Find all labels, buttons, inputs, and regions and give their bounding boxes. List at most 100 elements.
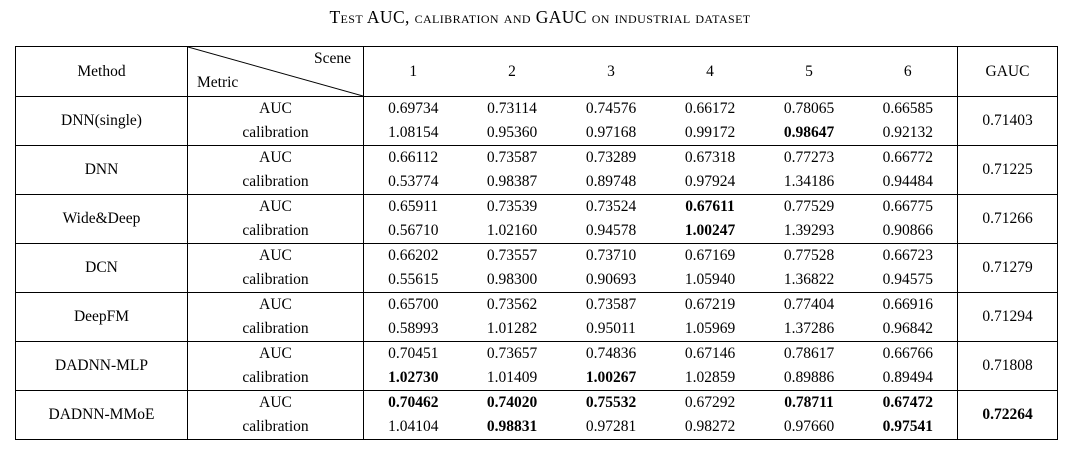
calibration-value-scene-1: 1.08154 — [388, 124, 439, 141]
calibration-value-scene-4: 1.05940 — [684, 271, 736, 288]
calibration-value-scene-5: 1.34186 — [783, 173, 835, 190]
auc-value-scene-1: 0.66202 — [363, 243, 463, 268]
calibration-value-scene-6: 0.96842 — [882, 320, 933, 337]
header-metric-scene-cell: Scene Metric — [187, 46, 364, 97]
table-row-auc: DADNN-MLP AUC 0.70451 0.73657 0.74836 0.67146… — [15, 341, 1058, 391]
calibration-value-scene-6: 0.97541 — [882, 418, 933, 435]
method-cell: Wide&Deep — [15, 194, 188, 244]
metric-label-calibration: calibration — [187, 170, 364, 195]
auc-value-scene-1: 0.70451 — [363, 341, 463, 366]
table-row-auc: Wide&Deep AUC 0.65911 0.73539 0.73524 0.67611… — [15, 194, 1058, 244]
calibration-value-scene-4: 1.05969 — [684, 320, 736, 337]
header-row: Method Scene Metric 1 2 3 4 5 6 GAUC — [15, 46, 1058, 97]
auc-value-scene-5: 0.77404 — [759, 292, 859, 317]
header-scene-5: 5 — [759, 46, 859, 97]
method-cell: DCN — [15, 243, 188, 293]
table-row-calibration: calibration 1.02730 1.01409 1.00267 1.02859 0… — [16, 366, 1058, 391]
auc-value-scene-2: 0.73557 — [462, 243, 562, 268]
auc-value-scene-3: 0.73710 — [561, 243, 661, 268]
header-scene-3: 3 — [561, 46, 661, 97]
auc-value-scene-6: 0.66772 — [858, 145, 958, 170]
calibration-value-scene-4: 0.98272 — [684, 418, 736, 435]
calibration-value-scene-5: 1.37286 — [783, 320, 835, 337]
auc-value-scene-4: 0.66172 — [660, 96, 760, 121]
header-method: Method — [15, 46, 188, 97]
metric-label-auc: AUC — [187, 145, 364, 170]
calibration-value-scene-6: 0.94575 — [882, 271, 933, 288]
calibration-value-scene-3: 0.97281 — [585, 418, 637, 435]
auc-value-scene-6: 0.66916 — [858, 292, 958, 317]
calibration-value-scene-2: 0.98300 — [486, 271, 538, 288]
auc-value-scene-6: 0.66723 — [858, 243, 958, 268]
calibration-value-scene-1: 0.58993 — [388, 320, 439, 337]
table-row-calibration: calibration 0.56710 1.02160 0.94578 1.00247 1… — [16, 219, 1058, 244]
calibration-value-scene-1: 0.53774 — [388, 173, 439, 190]
auc-value-scene-3: 0.75532 — [561, 390, 661, 415]
auc-value-scene-2: 0.73562 — [462, 292, 562, 317]
metric-label-calibration: calibration — [187, 268, 364, 293]
auc-value-scene-2: 0.73657 — [462, 341, 562, 366]
metric-label-calibration: calibration — [187, 415, 364, 440]
auc-value-scene-5: 0.77273 — [759, 145, 859, 170]
header-scene-1: 1 — [363, 46, 463, 97]
results-table-body: DNN(single) AUC 0.69734 0.73114 0.74576 0.661… — [15, 96, 1058, 440]
method-cell: DADNN-MLP — [15, 341, 188, 391]
table-row-auc: DADNN-MMoE AUC 0.70462 0.74020 0.75532 0.6729… — [15, 390, 1058, 440]
calibration-value-scene-6: 0.90866 — [882, 222, 933, 239]
table-row-calibration: calibration 0.53774 0.98387 0.89748 0.97924 1… — [16, 170, 1058, 195]
gauc-value: 0.71403 — [957, 96, 1058, 146]
auc-value-scene-6: 0.66775 — [858, 194, 958, 219]
auc-value-scene-6: 0.67472 — [858, 390, 958, 415]
calibration-value-scene-1: 0.55615 — [388, 271, 439, 288]
header-scene-2: 2 — [462, 46, 562, 97]
metric-label-calibration: calibration — [187, 219, 364, 244]
gauc-value: 0.71266 — [957, 194, 1058, 244]
table-row-calibration: calibration 1.04104 0.98831 0.97281 0.98272 0… — [16, 415, 1058, 440]
auc-value-scene-1: 0.69734 — [363, 96, 463, 121]
auc-value-scene-1: 0.65700 — [363, 292, 463, 317]
gauc-value: 0.71279 — [957, 243, 1058, 293]
metric-label-auc: AUC — [187, 194, 364, 219]
calibration-value-scene-5: 0.98647 — [783, 124, 835, 141]
auc-value-scene-4: 0.67292 — [660, 390, 760, 415]
table-row-auc: DNN(single) AUC 0.69734 0.73114 0.74576 0.661… — [15, 96, 1058, 146]
calibration-value-scene-1: 1.04104 — [388, 418, 439, 435]
method-cell: DeepFM — [15, 292, 188, 342]
header-scene-4: 4 — [660, 46, 760, 97]
auc-value-scene-2: 0.73539 — [462, 194, 562, 219]
header-scene-label: Scene — [313, 50, 351, 67]
calibration-value-scene-6: 0.89494 — [882, 369, 933, 386]
calibration-value-scene-2: 0.98387 — [486, 173, 538, 190]
calibration-value-scene-6: 0.92132 — [882, 124, 933, 141]
method-cell: DNN(single) — [15, 96, 188, 146]
header-gauc: GAUC — [957, 46, 1058, 97]
calibration-value-scene-2: 0.98831 — [486, 418, 538, 435]
calibration-value-scene-1: 0.56710 — [388, 222, 439, 239]
metric-label-auc: AUC — [187, 96, 364, 121]
auc-value-scene-3: 0.73289 — [561, 145, 661, 170]
table-caption: Test AUC, calibration and GAUC on indust… — [329, 7, 751, 27]
gauc-value: 0.71294 — [957, 292, 1058, 342]
calibration-value-scene-4: 1.00247 — [684, 222, 736, 239]
calibration-value-scene-6: 0.94484 — [882, 173, 933, 190]
calibration-value-scene-1: 1.02730 — [388, 369, 439, 386]
header-scene-6: 6 — [858, 46, 958, 97]
auc-value-scene-5: 0.78065 — [759, 96, 859, 121]
auc-value-scene-5: 0.77529 — [759, 194, 859, 219]
gauc-value: 0.71225 — [957, 145, 1058, 195]
auc-value-scene-3: 0.74836 — [561, 341, 661, 366]
auc-value-scene-1: 0.66112 — [363, 145, 463, 170]
auc-value-scene-4: 0.67219 — [660, 292, 760, 317]
metric-label-auc: AUC — [187, 390, 364, 415]
auc-value-scene-3: 0.73524 — [561, 194, 661, 219]
auc-value-scene-6: 0.66585 — [858, 96, 958, 121]
auc-value-scene-4: 0.67169 — [660, 243, 760, 268]
calibration-value-scene-3: 0.95011 — [586, 320, 636, 337]
auc-value-scene-1: 0.65911 — [363, 194, 463, 219]
table-row-auc: DCN AUC 0.66202 0.73557 0.73710 0.67169 0.7752… — [15, 243, 1058, 293]
method-cell: DADNN-MMoE — [15, 390, 188, 440]
calibration-value-scene-3: 0.90693 — [585, 271, 637, 288]
calibration-value-scene-4: 0.99172 — [684, 124, 736, 141]
calibration-value-scene-3: 0.89748 — [585, 173, 637, 190]
